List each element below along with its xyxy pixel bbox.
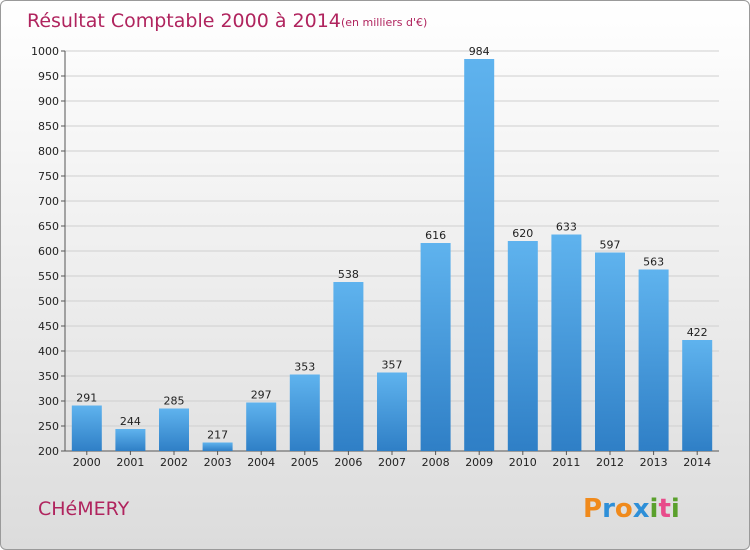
x-tick-label-2012: 2012	[596, 456, 624, 469]
bar-2009	[464, 59, 495, 451]
bar-2014	[682, 340, 713, 451]
y-tick-label: 850	[38, 120, 59, 133]
x-tick-label-2002: 2002	[160, 456, 188, 469]
value-label-2011: 633	[556, 221, 577, 234]
bar-2000	[71, 405, 102, 451]
chart-subtitle: (en milliers d'€)	[341, 16, 427, 29]
y-tick-label: 600	[38, 245, 59, 258]
bar-2002	[159, 408, 189, 451]
logo-letter: x	[633, 494, 650, 524]
value-label-2001: 244	[120, 415, 141, 428]
bar-2005	[289, 374, 320, 451]
logo-letter: r	[602, 494, 615, 524]
bar-2004	[246, 402, 277, 451]
x-tick-label-2000: 2000	[73, 456, 101, 469]
value-label-2005: 353	[294, 361, 315, 374]
logo-letter: t	[658, 494, 670, 524]
bar-2008	[420, 243, 451, 451]
bar-2011	[551, 234, 582, 451]
value-label-2004: 297	[251, 389, 272, 402]
value-label-2002: 285	[164, 395, 185, 408]
axis-layer: 200 250 300 350 400 450 500 550 600 650 700 750 800 8…	[31, 45, 719, 469]
bar-layer: 291 244 285 217 297 353 538 357 616 984 620 633 597 5…	[71, 45, 713, 451]
x-tick-label-2004: 2004	[247, 456, 275, 469]
bar-2006	[333, 282, 364, 451]
y-tick-label: 250	[38, 420, 59, 433]
y-tick-label: 750	[38, 170, 59, 183]
x-tick-label-2003: 2003	[204, 456, 232, 469]
proxiti-logo: Proxiti	[583, 494, 680, 524]
value-label-2008: 616	[425, 229, 446, 242]
commune-name: CHéMERY	[38, 498, 130, 520]
x-tick-label-2008: 2008	[422, 456, 450, 469]
logo-letter: P	[583, 494, 602, 524]
logo-letter: o	[615, 494, 633, 524]
x-tick-label-2001: 2001	[116, 456, 144, 469]
value-label-2000: 291	[76, 392, 97, 405]
value-label-2006: 538	[338, 268, 359, 281]
y-tick-label: 350	[38, 370, 59, 383]
chart-title: Résultat Comptable 2000 à 2014	[27, 10, 341, 32]
y-tick-label: 650	[38, 220, 59, 233]
logo-letter: i	[671, 494, 680, 524]
bar-2013	[638, 269, 669, 451]
bar-2012	[595, 252, 625, 451]
y-tick-label: 700	[38, 195, 59, 208]
y-tick-label: 400	[38, 345, 59, 358]
value-label-2012: 597	[600, 239, 621, 252]
y-tick-label: 550	[38, 270, 59, 283]
grid-layer	[65, 50, 719, 427]
value-label-2003: 217	[207, 429, 228, 442]
value-label-2009: 984	[469, 45, 490, 58]
x-tick-label-2013: 2013	[640, 456, 668, 469]
bar-2003	[202, 442, 233, 451]
bar-2010	[507, 241, 538, 451]
x-tick-label-2010: 2010	[509, 456, 537, 469]
x-tick-label-2005: 2005	[291, 456, 319, 469]
x-tick-label-2007: 2007	[378, 456, 406, 469]
y-tick-label: 500	[38, 295, 59, 308]
x-tick-label-2006: 2006	[334, 456, 362, 469]
bar-2007	[377, 372, 407, 451]
y-tick-label: 200	[38, 445, 59, 458]
y-tick-label: 1000	[31, 45, 59, 58]
value-label-2007: 357	[382, 359, 403, 372]
x-tick-label-2014: 2014	[683, 456, 711, 469]
y-tick-label: 950	[38, 70, 59, 83]
y-tick-label: 900	[38, 95, 59, 108]
y-tick-label: 300	[38, 395, 59, 408]
x-tick-label-2011: 2011	[552, 456, 580, 469]
x-tick-label-2009: 2009	[465, 456, 493, 469]
y-tick-label: 450	[38, 320, 59, 333]
value-label-2014: 422	[687, 326, 708, 339]
bar-2001	[115, 429, 146, 451]
value-label-2010: 620	[512, 227, 533, 240]
proxiti-logo-text: Proxiti	[583, 494, 680, 524]
logo-letter: i	[650, 494, 659, 524]
y-tick-label: 800	[38, 145, 59, 158]
value-label-2013: 563	[643, 256, 664, 269]
